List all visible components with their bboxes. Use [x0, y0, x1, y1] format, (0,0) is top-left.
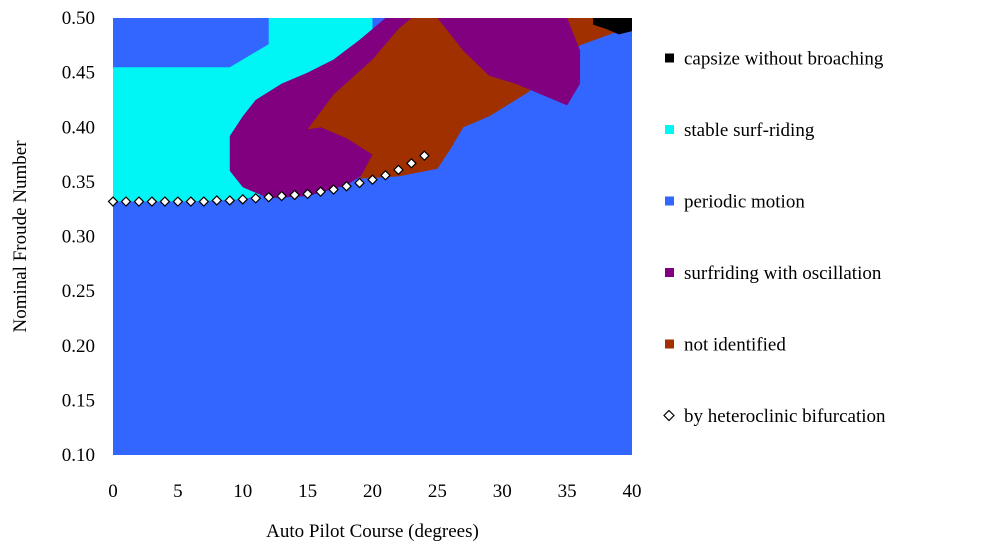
- legend-swatch: [665, 125, 674, 134]
- bifurcation-point: [250, 192, 262, 204]
- bifurcation-point: [146, 196, 158, 207]
- bifurcation-point: [107, 196, 119, 207]
- legend-item-capsize-without-broaching: capsize without broaching: [665, 49, 884, 70]
- bifurcation-point: [354, 177, 365, 189]
- x-tick-label: 10: [233, 481, 252, 502]
- y-tick-label: 0.20: [62, 336, 95, 357]
- x-axis-label: Auto Pilot Course (degrees): [266, 521, 479, 542]
- region-surfriding-with-oscillation: [437, 18, 581, 106]
- y-tick-label: 0.10: [62, 445, 95, 466]
- legend-swatch: [663, 409, 675, 422]
- bifurcation-point: [159, 196, 171, 207]
- bifurcation-point: [302, 188, 313, 200]
- bifurcation-point: [289, 189, 300, 201]
- legend-item-not-identified: not identified: [665, 335, 786, 356]
- y-tick-label: 0.30: [62, 227, 95, 248]
- legend-label: stable surf-riding: [684, 120, 815, 141]
- legend-swatch: [665, 196, 674, 206]
- plot-area: [107, 18, 632, 455]
- y-tick-label: 0.45: [62, 63, 95, 84]
- legend-label: not identified: [684, 335, 786, 356]
- legend-item-periodic-motion: periodic motion: [665, 192, 805, 213]
- y-tick-label: 0.25: [62, 281, 95, 302]
- bifurcation-point: [172, 196, 184, 207]
- bifurcation-point: [419, 150, 430, 162]
- x-tick-label: 30: [493, 481, 512, 502]
- y-tick-label: 0.50: [62, 8, 95, 29]
- region-capsize-without-broaching: [593, 18, 632, 35]
- bifurcation-point: [237, 194, 249, 205]
- bifurcation-point: [211, 195, 223, 206]
- y-tick-label: 0.35: [62, 172, 95, 193]
- x-tick-label: 40: [623, 481, 642, 502]
- bifurcation-point: [315, 186, 326, 198]
- bifurcation-point: [185, 196, 197, 207]
- x-tick-label: 5: [173, 481, 183, 502]
- bifurcation-point: [276, 190, 288, 202]
- legend-item-surfriding-with-oscillation: surfriding with oscillation: [665, 263, 882, 284]
- x-tick-label: 35: [558, 481, 577, 502]
- bifurcation-point: [341, 180, 352, 192]
- x-tick-label: 20: [363, 481, 382, 502]
- legend-swatch: [665, 339, 674, 349]
- x-tick-label: 15: [298, 481, 317, 502]
- y-tick-label: 0.15: [62, 390, 95, 411]
- x-tick-label: 0: [108, 481, 118, 502]
- bifurcation-point: [198, 196, 210, 207]
- legend-swatch: [665, 268, 674, 277]
- bifurcation-point: [120, 196, 132, 207]
- y-tick-label: 0.40: [62, 117, 95, 138]
- bifurcation-point: [224, 195, 236, 206]
- y-axis-ticks: 0.50 0.45 0.40 0.35 0.30 0.25 0.20 0.15 0.10: [62, 8, 95, 466]
- legend: capsize without broaching stable surf-rid…: [663, 49, 886, 427]
- bifurcation-point: [393, 164, 404, 176]
- legend-swatch: [665, 53, 674, 63]
- legend-item-by-heteroclinic-bifurcation: by heteroclinic bifurcation: [663, 406, 886, 427]
- x-tick-label: 25: [428, 481, 447, 502]
- bifurcation-marker-layer: [107, 150, 430, 207]
- legend-label: capsize without broaching: [684, 49, 884, 70]
- bifurcation-point: [328, 184, 339, 195]
- bifurcation-point: [133, 196, 145, 207]
- x-axis-ticks: 0 5 10 15 20 25 30 35 40: [108, 481, 641, 502]
- legend-label: periodic motion: [684, 192, 805, 213]
- legend-label: surfriding with oscillation: [684, 263, 882, 284]
- legend-label: by heteroclinic bifurcation: [684, 406, 886, 427]
- bifurcation-point: [406, 157, 417, 169]
- region-layer: [113, 18, 632, 202]
- bifurcation-point: [263, 191, 275, 203]
- legend-item-stable-surf-riding: stable surf-riding: [665, 120, 815, 141]
- y-axis-label: Nominal Froude Number: [10, 140, 31, 333]
- bifurcation-point: [367, 174, 378, 186]
- bifurcation-point: [380, 169, 391, 181]
